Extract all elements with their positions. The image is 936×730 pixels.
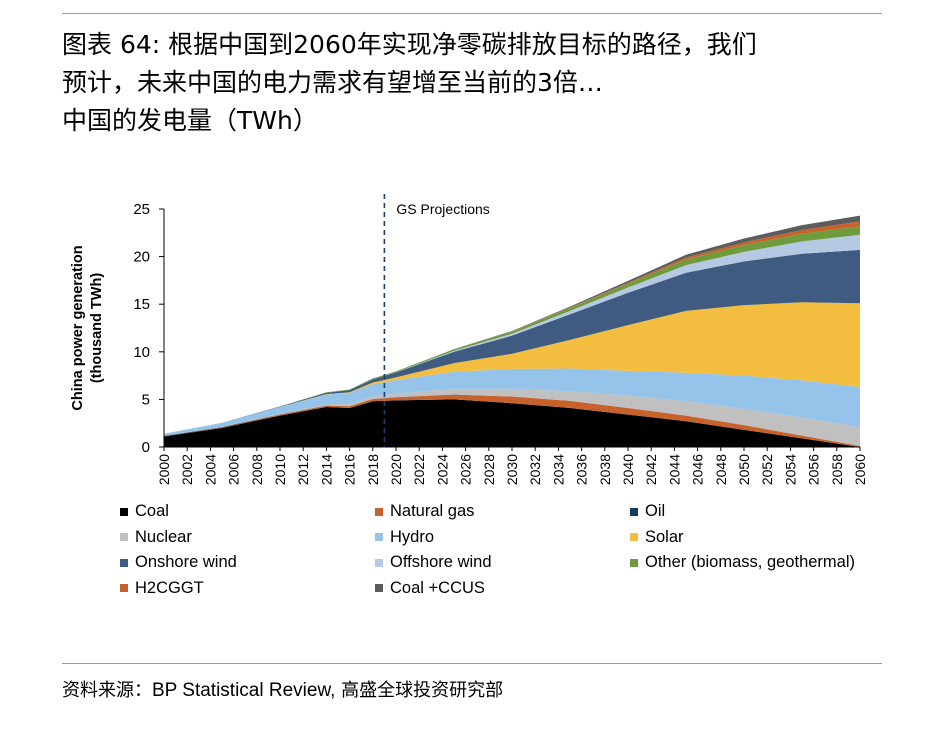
area-offshore-wind	[164, 234, 860, 434]
legend-label: Natural gas	[390, 502, 475, 520]
x-tick-label: 2052	[759, 454, 775, 485]
source-note: 资料来源：BP Statistical Review, 高盛全球投资研究部	[62, 676, 503, 702]
figure-title: 图表 64: 根据中国到2060年实现净零碳排放目标的路径，我们 预计，未来中国…	[62, 26, 902, 140]
x-tick-label: 2006	[226, 454, 242, 485]
legend-swatch	[375, 507, 383, 516]
area-onshore-wind	[164, 249, 860, 434]
legend-item-coal: Coal	[120, 502, 169, 521]
x-tick-label: 2010	[272, 454, 288, 485]
x-tick-label: 2040	[620, 454, 636, 485]
x-tick-label: 2036	[574, 454, 590, 485]
legend-label: Oil	[645, 502, 666, 520]
source-label: 资料来源：	[62, 680, 152, 701]
y-tick-label: 5	[142, 391, 150, 408]
x-tick-label: 2014	[318, 454, 334, 485]
projection-annotation: GS Projections	[396, 201, 489, 217]
area-hydro	[164, 368, 860, 436]
y-tick-label: 15	[133, 296, 150, 313]
x-tick-label: 2000	[156, 454, 172, 485]
x-tick-label: 2046	[690, 454, 706, 485]
title-line-1: 图表 64: 根据中国到2060年实现净零碳排放目标的路径，我们	[62, 30, 757, 59]
x-tick-label: 2012	[295, 454, 311, 485]
legend-label: Hydro	[390, 527, 435, 546]
legend-label: Offshore wind	[390, 553, 492, 571]
legend-item-other-biomass-geothermal: Other (biomass, geothermal)	[630, 553, 855, 572]
legend-label: Onshore wind	[135, 553, 237, 571]
legend-swatch	[120, 558, 128, 567]
y-axis-title-line-1: China power generation	[70, 245, 86, 410]
x-tick-label: 2054	[782, 454, 798, 485]
legend-item-h2cggt: H2CGGT	[120, 579, 204, 598]
x-tick-label: 2020	[388, 454, 404, 485]
x-tick-label: 2018	[365, 454, 381, 485]
y-tick-label: 25	[133, 201, 150, 218]
x-tick-label: 2032	[527, 454, 543, 485]
title-line-3: 中国的发电量（TWh）	[62, 106, 318, 135]
chart-areas	[164, 215, 860, 447]
x-tick-label: 2042	[643, 454, 659, 485]
y-tick-labels: 0 5 10 15 20 25	[133, 201, 150, 456]
legend-swatch	[120, 584, 128, 592]
top-rule	[62, 13, 882, 14]
area-solar	[164, 302, 860, 434]
y-axis-title-line-2: (thousand TWh)	[89, 273, 105, 384]
legend-swatch	[630, 558, 638, 567]
legend-swatch	[120, 533, 128, 541]
legend-label: Solar	[645, 527, 684, 546]
legend-item-offshore-wind: Offshore wind	[375, 553, 492, 572]
x-tick-label: 2050	[736, 454, 752, 485]
legend-swatch	[375, 533, 383, 541]
legend-item-nuclear: Nuclear	[120, 528, 192, 547]
y-axis-title: China power generation (thousand TWh)	[70, 245, 105, 410]
legend-label: Coal +CCUS	[390, 578, 485, 597]
legend-swatch	[120, 507, 128, 516]
x-tick-labels: 2000 2002 2004 2006 2008 2010 2012 2014 2016 2018…	[156, 454, 868, 485]
legend-swatch	[630, 533, 638, 541]
area-nuclear	[164, 388, 860, 447]
x-tick-label: 2004	[202, 454, 218, 485]
legend-item-solar: Solar	[630, 528, 684, 547]
x-tick-label: 2034	[550, 454, 566, 485]
legend-item-coal-ccus: Coal +CCUS	[375, 579, 485, 598]
legend-item-hydro: Hydro	[375, 528, 434, 547]
legend-swatch	[375, 584, 383, 592]
legend-label: Other (biomass, geothermal)	[645, 553, 855, 571]
legend-swatch	[630, 507, 638, 516]
y-tick-label: 0	[142, 439, 150, 456]
y-tick-label: 20	[133, 249, 150, 266]
x-tick-label: 2048	[713, 454, 729, 485]
x-tick-label: 2056	[806, 454, 822, 485]
legend-label: Nuclear	[135, 527, 192, 546]
area-coal	[164, 399, 860, 447]
chart-axes	[159, 208, 861, 451]
x-tick-label: 2024	[434, 454, 450, 485]
title-line-2: 预计，未来中国的电力需求有望增至当前的3倍…	[62, 68, 603, 97]
x-tick-label: 2044	[666, 454, 682, 485]
legend-item-natural-gas: Natural gas	[375, 502, 474, 521]
source-chinese: 高盛全球投资研究部	[335, 680, 504, 701]
x-tick-label: 2030	[504, 454, 520, 485]
x-tick-label: 2026	[458, 454, 474, 485]
x-tick-label: 2002	[179, 454, 195, 485]
x-tick-label: 2022	[411, 454, 427, 485]
x-tick-label: 2028	[481, 454, 497, 485]
source-english: BP Statistical Review,	[152, 680, 336, 701]
legend-swatch	[375, 558, 383, 567]
legend-label: H2CGGT	[135, 578, 204, 597]
x-tick-label: 2016	[342, 454, 358, 485]
legend-item-oil: Oil	[630, 502, 665, 521]
x-tick-label: 2060	[852, 454, 868, 485]
legend-item-onshore-wind: Onshore wind	[120, 553, 237, 572]
y-tick-label: 10	[133, 344, 150, 361]
bottom-rule	[62, 663, 882, 664]
x-tick-label: 2058	[829, 454, 845, 485]
legend-label: Coal	[135, 502, 169, 520]
x-tick-label: 2038	[597, 454, 613, 485]
x-tick-label: 2008	[249, 454, 265, 485]
